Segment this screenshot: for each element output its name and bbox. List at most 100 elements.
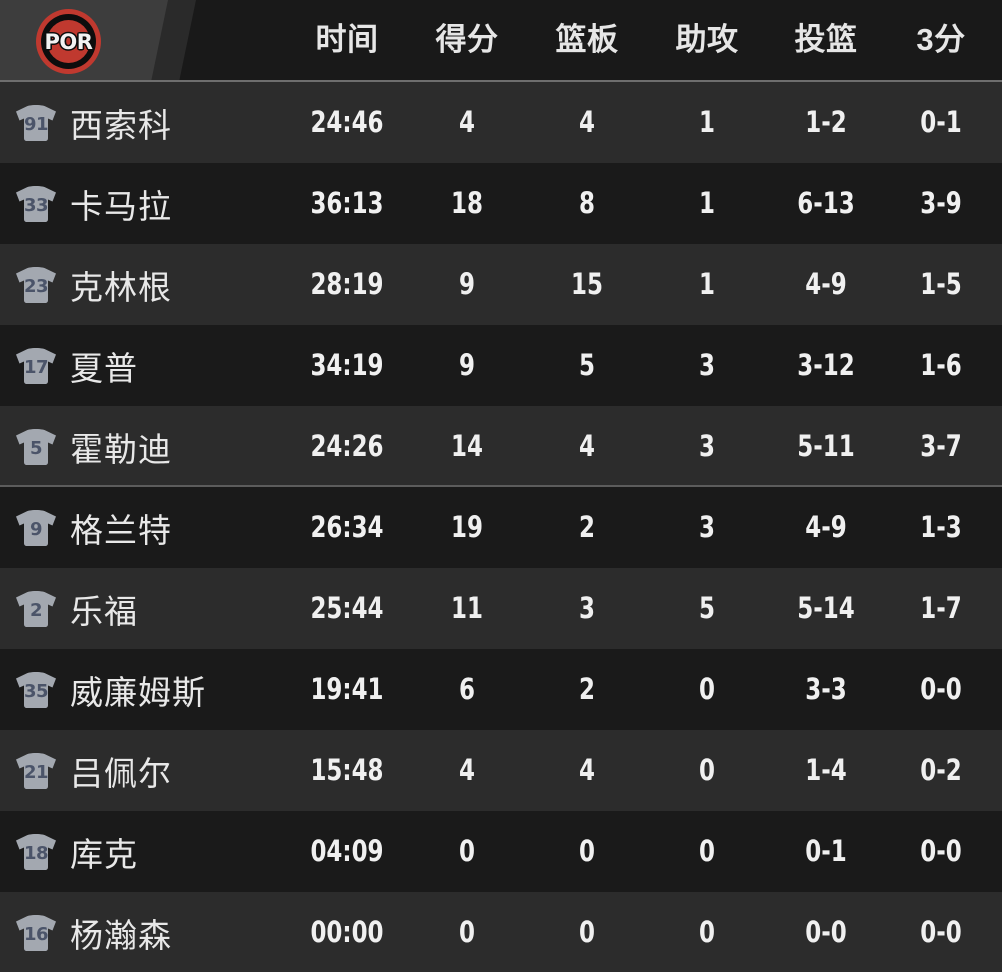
table-row[interactable]: 16 杨瀚森 00:00 0 0 0 0-0 0-0 — [0, 892, 1002, 972]
jersey-icon: 2 — [14, 590, 58, 628]
stat-reb: 4 — [579, 753, 595, 787]
player-name: 吕佩尔 — [70, 754, 172, 792]
table-row[interactable]: 23 克林根 28:19 9 15 1 4-9 1-5 — [0, 244, 1002, 325]
stat-fg: 5-14 — [797, 591, 855, 625]
player-name: 库克 — [70, 835, 138, 873]
player-cell[interactable]: 35 威廉姆斯 — [14, 649, 206, 730]
team-abbreviation: POR — [44, 29, 93, 54]
stat-fg: 0-1 — [805, 834, 847, 868]
stat-min: 26:34 — [310, 510, 384, 544]
player-name: 西索科 — [70, 106, 172, 144]
stat-pts: 4 — [459, 105, 475, 139]
stat-fg: 4-9 — [805, 510, 847, 544]
stat-reb: 0 — [579, 834, 595, 868]
player-name: 威廉姆斯 — [70, 673, 206, 711]
jersey-icon: 9 — [14, 509, 58, 547]
table-row[interactable]: 91 西索科 24:46 4 4 1 1-2 0-1 — [0, 82, 1002, 163]
player-name: 乐福 — [70, 592, 138, 630]
player-cell[interactable]: 18 库克 — [14, 811, 138, 892]
jersey-number: 21 — [23, 761, 49, 783]
stat-pts: 6 — [459, 672, 475, 706]
stat-ast: 0 — [699, 753, 715, 787]
stat-tp: 3-7 — [920, 429, 962, 463]
table-row[interactable]: 9 格兰特 26:34 19 2 3 4-9 1-3 — [0, 487, 1002, 568]
table-row[interactable]: 2 乐福 25:44 11 3 5 5-14 1-7 — [0, 568, 1002, 649]
table-header: POR 时间 得分 篮板 助攻 投篮 3分 — [0, 0, 1002, 82]
player-name: 格兰特 — [70, 511, 172, 549]
stat-fg: 5-11 — [797, 429, 855, 463]
table-row[interactable]: 18 库克 04:09 0 0 0 0-1 0-0 — [0, 811, 1002, 892]
column-header-fg[interactable]: 投篮 — [794, 22, 858, 57]
jersey-icon: 91 — [14, 104, 58, 142]
table-row[interactable]: 21 吕佩尔 15:48 4 4 0 1-4 0-2 — [0, 730, 1002, 811]
player-cell[interactable]: 21 吕佩尔 — [14, 730, 172, 811]
player-cell[interactable]: 5 霍勒迪 — [14, 406, 172, 487]
stat-fg: 0-0 — [805, 915, 847, 949]
stat-reb: 3 — [579, 591, 595, 625]
table-row[interactable]: 33 卡马拉 36:13 18 8 1 6-13 3-9 — [0, 163, 1002, 244]
jersey-number: 91 — [23, 113, 49, 135]
logo-ring-inner — [47, 20, 90, 63]
player-cell[interactable]: 33 卡马拉 — [14, 163, 172, 244]
stat-pts: 11 — [451, 591, 483, 625]
stat-pts: 0 — [459, 915, 475, 949]
player-name: 杨瀚森 — [70, 916, 172, 954]
stat-min: 04:09 — [310, 834, 384, 868]
jersey-number: 16 — [23, 923, 49, 945]
stat-ast: 0 — [699, 834, 715, 868]
stat-tp: 0-1 — [920, 105, 962, 139]
stat-reb: 2 — [579, 510, 595, 544]
stat-ast: 1 — [699, 105, 715, 139]
column-header-pts[interactable]: 得分 — [435, 22, 499, 57]
stat-fg: 4-9 — [805, 267, 847, 301]
player-cell[interactable]: 23 克林根 — [14, 244, 172, 325]
jersey-icon: 5 — [14, 428, 58, 466]
player-cell[interactable]: 91 西索科 — [14, 82, 172, 163]
stat-pts: 9 — [459, 267, 475, 301]
jersey-number: 9 — [29, 518, 43, 540]
stat-min: 00:00 — [310, 915, 384, 949]
player-cell[interactable]: 17 夏普 — [14, 325, 138, 406]
stat-ast: 1 — [699, 186, 715, 220]
player-name: 夏普 — [70, 349, 138, 387]
stat-ast: 5 — [699, 591, 715, 625]
stat-pts: 0 — [459, 834, 475, 868]
stat-reb: 2 — [579, 672, 595, 706]
table-row[interactable]: 17 夏普 34:19 9 5 3 3-12 1-6 — [0, 325, 1002, 406]
team-logo-por[interactable]: POR — [36, 9, 101, 74]
stat-ast: 1 — [699, 267, 715, 301]
jersey-icon: 16 — [14, 914, 58, 952]
player-cell[interactable]: 9 格兰特 — [14, 487, 172, 568]
stat-fg: 3-3 — [805, 672, 847, 706]
stat-min: 19:41 — [310, 672, 384, 706]
header-underline — [0, 80, 1002, 82]
column-header-reb[interactable]: 篮板 — [555, 22, 619, 57]
stat-pts: 14 — [451, 429, 483, 463]
player-cell[interactable]: 2 乐福 — [14, 568, 138, 649]
jersey-number: 17 — [23, 356, 49, 378]
stat-tp: 0-0 — [920, 915, 962, 949]
column-header-tp[interactable]: 3分 — [916, 22, 966, 57]
jersey-icon: 21 — [14, 752, 58, 790]
stat-tp: 0-0 — [920, 672, 962, 706]
table-row[interactable]: 35 威廉姆斯 19:41 6 2 0 3-3 0-0 — [0, 649, 1002, 730]
stat-fg: 6-13 — [797, 186, 855, 220]
stat-tp: 1-7 — [920, 591, 962, 625]
stat-pts: 9 — [459, 348, 475, 382]
stat-min: 15:48 — [310, 753, 384, 787]
stat-tp: 3-9 — [920, 186, 962, 220]
player-name: 卡马拉 — [70, 187, 172, 225]
jersey-number: 18 — [23, 842, 49, 864]
stat-pts: 4 — [459, 753, 475, 787]
column-header-min[interactable]: 时间 — [315, 22, 379, 57]
table-row[interactable]: 5 霍勒迪 24:26 14 4 3 5-11 3-7 — [0, 406, 1002, 487]
stat-min: 34:19 — [310, 348, 384, 382]
column-header-ast[interactable]: 助攻 — [675, 22, 739, 57]
stat-reb: 15 — [571, 267, 603, 301]
stat-fg: 1-2 — [805, 105, 847, 139]
stat-reb: 4 — [579, 105, 595, 139]
player-cell[interactable]: 16 杨瀚森 — [14, 892, 172, 972]
jersey-icon: 35 — [14, 671, 58, 709]
stat-fg: 3-12 — [797, 348, 855, 382]
